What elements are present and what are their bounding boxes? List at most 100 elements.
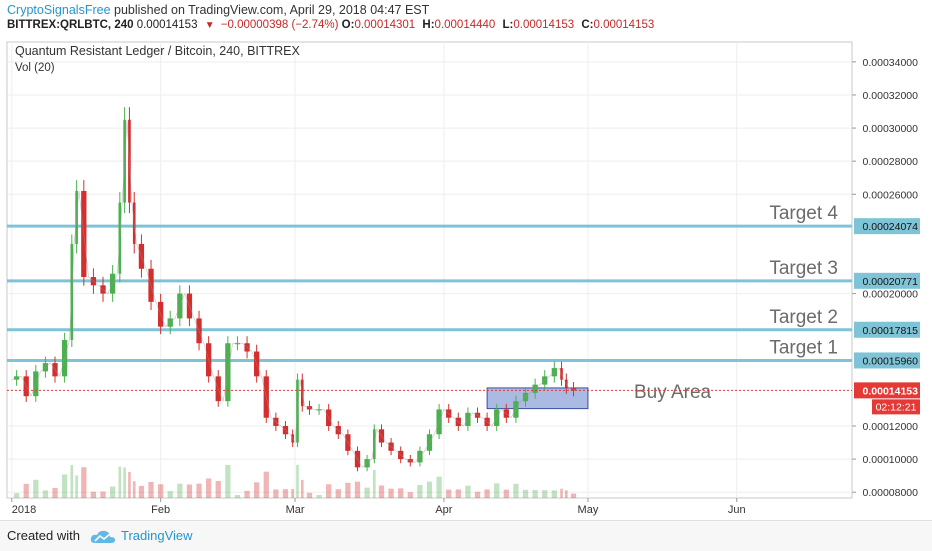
volume-bar	[177, 483, 183, 498]
open-value: 0.00014301	[354, 19, 416, 31]
y-tick-label: 0.00020000	[863, 289, 919, 301]
y-tick-label: 0.00028000	[863, 156, 919, 168]
publish-line: CryptoSignalsFree published on TradingVi…	[7, 3, 429, 17]
volume-bar	[316, 495, 322, 498]
level-price-tag-text: 0.00024074	[863, 221, 919, 233]
close-label: C:	[581, 19, 594, 31]
y-tick-label: 0.00030000	[863, 123, 919, 135]
volume-bar	[551, 490, 557, 498]
volume-bar	[503, 489, 509, 498]
y-tick-label: 0.00008000	[863, 487, 919, 499]
volume-bar	[118, 466, 122, 498]
chart-title: Quantum Resistant Ledger / Bitcoin, 240,…	[15, 44, 301, 58]
volume-bar	[326, 484, 332, 498]
volume-bar	[300, 479, 304, 498]
candle	[234, 343, 241, 345]
volume-bar	[42, 490, 49, 498]
candles-group	[11, 107, 579, 472]
down-triangle-icon: ▼	[204, 20, 215, 31]
volume-bar	[90, 491, 97, 498]
volume-bar	[254, 482, 260, 498]
close-line	[11, 119, 579, 468]
countdown-text: 02:12:21	[876, 401, 917, 413]
volume-bar	[426, 481, 433, 498]
volume-bar	[494, 483, 500, 498]
volume-bar	[282, 489, 289, 498]
author-link[interactable]: CryptoSignalsFree	[7, 3, 111, 17]
candle	[316, 409, 322, 411]
volume-bar	[378, 485, 385, 498]
y-tick-label: 0.00010000	[863, 454, 919, 466]
volume-bar	[372, 469, 376, 498]
volume-bar	[306, 492, 313, 498]
volume-bar	[186, 484, 193, 498]
volume-bar	[263, 471, 269, 498]
volume-bar	[436, 476, 442, 498]
target-label: Target 2	[769, 307, 838, 328]
tradingview-brand[interactable]: TradingView	[121, 528, 193, 543]
volume-bar	[244, 490, 250, 498]
level-price-tag	[854, 272, 920, 289]
volume-bar	[75, 475, 78, 498]
open-label: O:	[341, 19, 355, 31]
volume-bar	[542, 490, 548, 498]
y-tick-label: 0.00012000	[863, 421, 919, 433]
plot-frame	[6, 41, 853, 499]
volume-bar	[335, 489, 341, 498]
volume-bar	[417, 485, 423, 498]
x-tick-label: Feb	[151, 504, 170, 516]
volume-bar	[13, 493, 20, 498]
target-label: Target 1	[769, 337, 838, 358]
y-tick-label: 0.00026000	[863, 189, 919, 201]
x-tick-label: 2018	[12, 504, 36, 516]
close-value: 0.00014153	[593, 19, 655, 31]
symbol-line: BITTREX:QRLBTC, 240 0.00014153 ▼ −0.0000…	[7, 19, 658, 31]
volume-bar	[70, 465, 74, 498]
volume-bar	[23, 483, 29, 498]
target-label: Target 4	[769, 203, 838, 224]
volume-bar	[484, 489, 490, 498]
volume-bar	[157, 484, 164, 498]
symbol-label: BITTREX:QRLBTC, 240	[7, 19, 134, 31]
buy-area-label: Buy Area	[634, 382, 712, 403]
level-price-tag	[854, 321, 920, 338]
target-label: Target 3	[769, 258, 838, 279]
volume-bar	[273, 489, 279, 498]
volume-bar	[123, 467, 126, 498]
low-label: L:	[502, 19, 514, 31]
footer: Created with TradingView	[0, 520, 932, 551]
volume-bar	[407, 492, 413, 498]
volume-bar	[234, 495, 241, 498]
countdown-tag	[872, 399, 920, 415]
volume-bar	[345, 482, 351, 498]
volume-bar	[446, 489, 452, 498]
volume-bar	[291, 488, 294, 498]
level-price-tag	[854, 218, 920, 235]
indicator-label: Vol (20)	[15, 62, 55, 74]
price-chart[interactable]: Quantum Resistant Ledger / Bitcoin, 240,…	[0, 37, 932, 520]
volume-group	[13, 465, 577, 498]
last-price: 0.00014153	[136, 19, 198, 31]
y-tick-label: 0.00032000	[863, 90, 919, 102]
volume-bar	[167, 491, 173, 498]
volume-bar	[560, 488, 563, 498]
volume-bar	[138, 485, 145, 498]
created-with-label: Created with	[7, 528, 80, 543]
volume-bar	[132, 481, 136, 498]
tradingview-cloud-icon	[90, 530, 116, 543]
volume-bar	[296, 465, 299, 498]
volume-bar	[206, 478, 212, 498]
volume-bar	[225, 465, 231, 498]
volume-bar	[109, 486, 116, 498]
high-value: 0.00014440	[434, 19, 496, 31]
x-tick-label: May	[578, 504, 599, 516]
volume-bar	[81, 467, 87, 498]
high-label: H:	[422, 19, 435, 31]
level-price-tag-text: 0.00015960	[863, 355, 919, 367]
volume-bar	[148, 481, 154, 498]
volume-bar	[354, 481, 361, 498]
volume-bar	[215, 481, 221, 498]
volume-bar	[465, 485, 471, 498]
volume-bar	[398, 488, 404, 498]
volume-bar	[33, 479, 39, 498]
